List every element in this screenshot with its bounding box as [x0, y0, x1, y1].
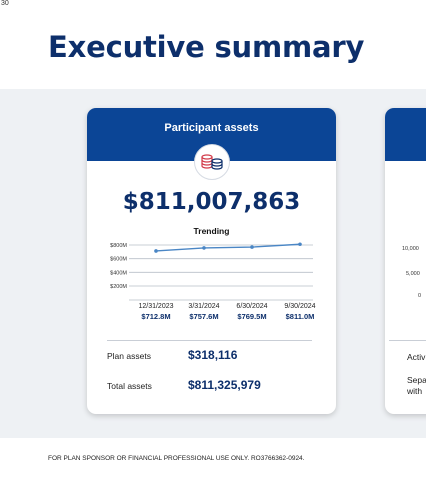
second-card-y-tick: 10,000	[402, 246, 419, 252]
x-category-label: 3/31/2024	[188, 303, 219, 310]
page-number: 30	[1, 0, 9, 7]
y-tick-label: $200M	[110, 284, 127, 290]
data-value-label: $757.6M	[189, 312, 218, 321]
y-tick-label: $800M	[110, 243, 127, 249]
footer-disclaimer: FOR PLAN SPONSOR OR FINANCIAL PROFESSION…	[48, 455, 305, 462]
participant-assets-card: Participant assets $811,007,863 Trending…	[87, 108, 336, 414]
page-title: Executive summary	[48, 30, 365, 64]
data-point	[202, 246, 206, 250]
total-assets-value: $811,325,979	[188, 378, 261, 392]
second-card-header	[385, 108, 426, 161]
participant-assets-total: $811,007,863	[122, 189, 301, 215]
second-card-divider	[389, 340, 426, 341]
coins-stack-icon	[194, 144, 230, 180]
data-value-label: $811.0M	[286, 312, 315, 321]
divider	[107, 340, 312, 341]
coin-stack-left	[201, 154, 213, 169]
data-point	[298, 242, 302, 247]
data-point	[154, 249, 158, 253]
total-assets-label: Total assets	[107, 381, 152, 391]
plan-assets-label: Plan assets	[107, 351, 151, 361]
trending-line-chart: $800M $600M $400M $200M 12/31/2023 $712.8M 3/3…	[110, 242, 316, 321]
y-tick-label: $400M	[110, 270, 127, 276]
x-category-label: 12/31/2023	[138, 303, 173, 310]
second-card-partial: 10,000 5,000 0 Activ Sepa with	[385, 108, 426, 414]
series-line	[155, 243, 301, 252]
x-category-label: 6/30/2024	[236, 303, 267, 310]
x-category-label: 9/30/2024	[284, 303, 315, 310]
y-tick-label: $600M	[110, 257, 127, 263]
second-card-row-text: Activ	[407, 352, 426, 362]
second-card-y-tick: 0	[418, 293, 422, 299]
plan-assets-value: $318,116	[188, 348, 238, 362]
data-point	[250, 245, 254, 249]
data-value-label: $712.8M	[141, 312, 170, 321]
data-value-label: $769.5M	[237, 312, 266, 321]
coin-stack-right	[211, 158, 223, 170]
second-card-row-text: with	[407, 386, 423, 396]
card-title: Participant assets	[164, 122, 259, 134]
trending-label: Trending	[193, 226, 230, 236]
second-card-row-text: Sepa	[407, 375, 426, 385]
second-card-y-tick: 5,000	[406, 271, 420, 277]
